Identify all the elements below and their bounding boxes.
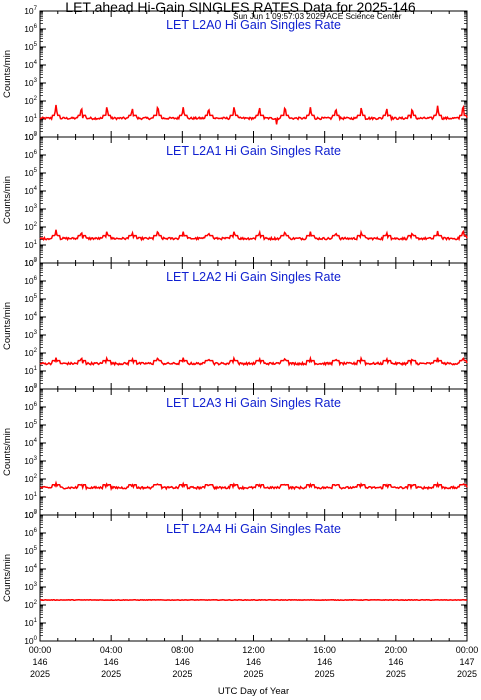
x-tick-label-day: 146 bbox=[246, 657, 261, 667]
x-tick-label-time: 08:00 bbox=[171, 645, 194, 655]
y-tick-label: 103 bbox=[24, 456, 37, 466]
y-tick-label: 104 bbox=[24, 564, 37, 574]
x-tick-label-year: 2025 bbox=[457, 669, 477, 679]
x-tick-label-time: 00:00 bbox=[456, 645, 479, 655]
y-tick-label: 102 bbox=[24, 96, 37, 106]
y-tick-label: 103 bbox=[24, 582, 37, 592]
x-tick-label-time: 04:00 bbox=[100, 645, 123, 655]
panel-title: LET L2A0 Hi Gain Singles Rate bbox=[166, 18, 341, 32]
x-tick-label-time: 20:00 bbox=[385, 645, 408, 655]
x-tick-label-day: 146 bbox=[104, 657, 119, 667]
y-tick-label: 107 bbox=[24, 132, 37, 142]
y-tick-label: 100 bbox=[24, 636, 37, 646]
panel-title: LET L2A2 Hi Gain Singles Rate bbox=[166, 270, 341, 284]
y-tick-label: 103 bbox=[24, 204, 37, 214]
x-tick-label-day: 146 bbox=[388, 657, 403, 667]
y-tick-label: 106 bbox=[24, 24, 37, 34]
x-tick-label-year: 2025 bbox=[243, 669, 263, 679]
y-tick-label: 106 bbox=[24, 528, 37, 538]
y-tick-label: 101 bbox=[24, 366, 37, 376]
y-tick-label: 100 bbox=[24, 510, 37, 520]
y-tick-label: 100 bbox=[24, 258, 37, 268]
x-axis-label: UTC Day of Year bbox=[218, 686, 289, 697]
x-tick-label-time: 12:00 bbox=[242, 645, 265, 655]
y-axis-label: Counts/min bbox=[2, 176, 13, 224]
y-axis-label: Counts/min bbox=[2, 302, 13, 350]
x-tick-label-day: 147 bbox=[459, 657, 474, 667]
y-tick-label: 107 bbox=[24, 258, 37, 268]
y-tick-label: 102 bbox=[24, 600, 37, 610]
y-axis-label: Counts/min bbox=[2, 554, 13, 602]
y-tick-label: 107 bbox=[24, 6, 37, 16]
timestamp: Sun Jun 1 09:57:03 2025 ACE Science Cent… bbox=[233, 12, 402, 21]
y-tick-label: 101 bbox=[24, 618, 37, 628]
y-tick-label: 100 bbox=[24, 384, 37, 394]
x-tick-label-day: 146 bbox=[32, 657, 47, 667]
y-tick-label: 104 bbox=[24, 186, 37, 196]
x-tick-label-day: 146 bbox=[175, 657, 190, 667]
y-tick-label: 104 bbox=[24, 438, 37, 448]
y-tick-label: 107 bbox=[24, 384, 37, 394]
y-tick-label: 101 bbox=[24, 240, 37, 250]
y-tick-label: 103 bbox=[24, 330, 37, 340]
data-trace bbox=[39, 355, 468, 367]
y-tick-label: 105 bbox=[24, 42, 37, 52]
data-trace bbox=[39, 229, 468, 242]
panel-title: LET L2A3 Hi Gain Singles Rate bbox=[166, 396, 341, 410]
y-tick-label: 106 bbox=[24, 276, 37, 286]
y-axis-label: Counts/min bbox=[2, 428, 13, 476]
chart-panel-0: 100 101 102 103 104 105 106 107 Counts/min LET L2… bbox=[2, 6, 468, 142]
x-tick-label-year: 2025 bbox=[30, 669, 50, 679]
x-tick-label-year: 2025 bbox=[101, 669, 121, 679]
chart-panel-4: 100 101 102 103 104 105 106 107 Counts/min LET L2… bbox=[2, 510, 468, 646]
x-tick-label-year: 2025 bbox=[315, 669, 335, 679]
y-tick-label: 105 bbox=[24, 546, 37, 556]
y-tick-label: 105 bbox=[24, 294, 37, 304]
y-axis-label: Counts/min bbox=[2, 50, 13, 98]
x-tick-label-time: 16:00 bbox=[313, 645, 336, 655]
x-tick-label-day: 146 bbox=[317, 657, 332, 667]
data-trace bbox=[39, 480, 468, 492]
panel-title: LET L2A1 Hi Gain Singles Rate bbox=[166, 144, 341, 158]
y-tick-label: 104 bbox=[24, 60, 37, 70]
y-tick-label: 106 bbox=[24, 402, 37, 412]
y-tick-label: 103 bbox=[24, 78, 37, 88]
data-trace bbox=[39, 104, 468, 125]
y-tick-label: 102 bbox=[24, 474, 37, 484]
y-tick-label: 100 bbox=[24, 132, 37, 142]
y-tick-label: 102 bbox=[24, 222, 37, 232]
panel-title: LET L2A4 Hi Gain Singles Rate bbox=[166, 522, 341, 536]
chart-panel-3: 100 101 102 103 104 105 106 107 Counts/min LET L2… bbox=[2, 384, 468, 520]
y-tick-label: 101 bbox=[24, 114, 37, 124]
y-tick-label: 102 bbox=[24, 348, 37, 358]
y-tick-label: 106 bbox=[24, 150, 37, 160]
y-tick-label: 105 bbox=[24, 420, 37, 430]
y-tick-label: 104 bbox=[24, 312, 37, 322]
y-tick-label: 101 bbox=[24, 492, 37, 502]
x-tick-label-time: 00:00 bbox=[29, 645, 52, 655]
y-tick-label: 105 bbox=[24, 168, 37, 178]
x-tick-label-year: 2025 bbox=[172, 669, 192, 679]
x-tick-label-year: 2025 bbox=[386, 669, 406, 679]
chart-panel-1: 100 101 102 103 104 105 106 107 Counts/min LET L2… bbox=[2, 132, 468, 268]
y-tick-label: 107 bbox=[24, 510, 37, 520]
chart-panel-2: 100 101 102 103 104 105 106 107 Counts/min LET L2… bbox=[2, 258, 468, 394]
